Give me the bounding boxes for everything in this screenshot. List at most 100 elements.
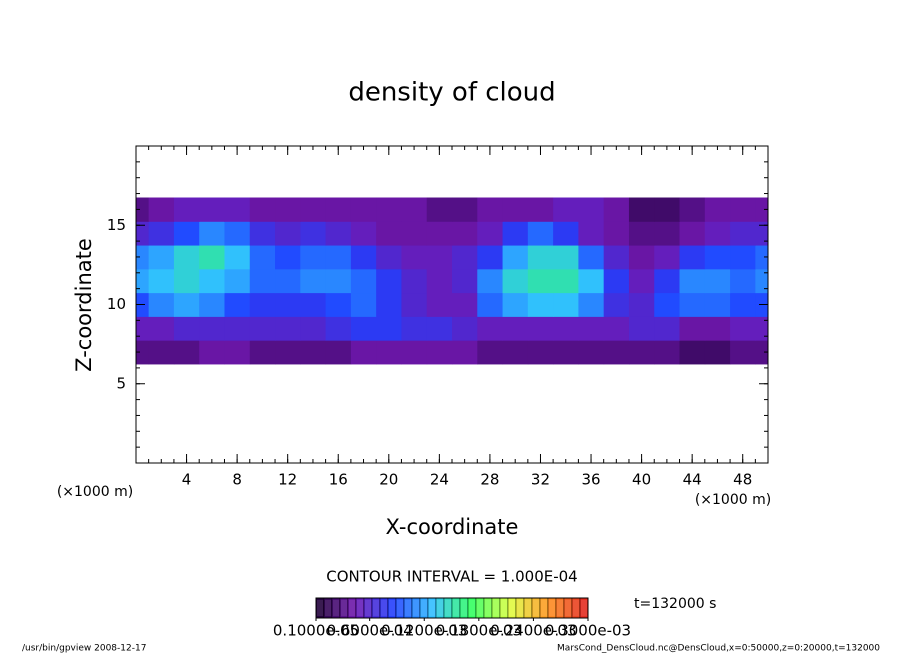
cell [350, 197, 377, 222]
cell [249, 316, 276, 341]
y-axis-label: Z-coordinate [72, 238, 96, 372]
cell [325, 292, 352, 317]
cell [148, 292, 175, 317]
y-tick-label: 15 [107, 216, 126, 234]
cell [730, 316, 756, 341]
cell [426, 197, 453, 222]
cell [300, 221, 327, 246]
cell [704, 221, 731, 246]
cell [452, 292, 478, 317]
cell [628, 221, 655, 246]
cell [553, 292, 579, 317]
cell [401, 268, 428, 294]
cell [578, 316, 605, 341]
cell [578, 268, 605, 294]
cell [300, 292, 327, 317]
cell [350, 340, 377, 365]
cell [249, 197, 276, 222]
cell [628, 268, 655, 294]
cell [553, 245, 579, 270]
cell [502, 245, 529, 270]
cell [224, 268, 251, 294]
cell [755, 197, 768, 222]
cell [350, 292, 377, 317]
field [136, 197, 768, 365]
cell [300, 340, 327, 365]
cell [452, 316, 478, 341]
footer-right: MarsCond_DensCloud.nc@DensCloud,x=0:5000… [557, 644, 880, 654]
colorbar-tick-label: 0.1200e-03 [381, 622, 467, 640]
cell [452, 268, 478, 294]
cell [136, 197, 150, 222]
cell [275, 245, 301, 270]
colorbar-tick-label: 0.3000e-03 [545, 622, 631, 640]
cell [148, 221, 175, 246]
cell [173, 292, 200, 317]
cell [603, 316, 630, 341]
chart-title: density of cloud [348, 78, 555, 108]
cell [654, 268, 681, 294]
cell [603, 221, 630, 246]
cell [199, 221, 225, 246]
cell [199, 197, 225, 222]
cell [704, 292, 731, 317]
cell [452, 245, 478, 270]
x-tick-label: 12 [278, 471, 297, 489]
x-unit-label: (×1000 m) [695, 492, 771, 508]
cell [730, 292, 756, 317]
cell [426, 316, 453, 341]
cell [553, 221, 579, 246]
cell [275, 197, 301, 222]
cell [401, 340, 428, 365]
cell [325, 316, 352, 341]
cell [477, 245, 504, 270]
cell [148, 316, 175, 341]
cell [350, 268, 377, 294]
cell [755, 268, 768, 294]
cell [603, 197, 630, 222]
cell [426, 340, 453, 365]
cell [401, 197, 428, 222]
cell [628, 340, 655, 365]
cell [679, 245, 706, 270]
cell [224, 221, 251, 246]
cell [249, 340, 276, 365]
y-tick-label: 5 [116, 374, 126, 392]
cell [502, 340, 529, 365]
cell [376, 245, 402, 270]
cell [730, 221, 756, 246]
x-axis-label: X-coordinate [386, 515, 519, 539]
cell [325, 340, 352, 365]
cell [148, 197, 175, 222]
cell [376, 292, 402, 317]
cell [300, 197, 327, 222]
cell [553, 340, 579, 365]
x-tick-label: 36 [581, 471, 600, 489]
x-tick-label: 40 [632, 471, 651, 489]
cell [376, 221, 402, 246]
cell [452, 197, 478, 222]
cell [502, 316, 529, 341]
cell [426, 221, 453, 246]
cell [704, 316, 731, 341]
cell [136, 221, 150, 246]
cell [148, 340, 175, 365]
cell [426, 292, 453, 317]
cell [173, 221, 200, 246]
x-tick-label: 44 [683, 471, 702, 489]
x-tick-label: 4 [182, 471, 192, 489]
cell [730, 245, 756, 270]
cell [527, 340, 554, 365]
cell [603, 245, 630, 270]
colorbar-frame [315, 597, 589, 619]
cell [679, 268, 706, 294]
cell [730, 197, 756, 222]
cell [136, 245, 150, 270]
cell [628, 197, 655, 222]
cell [350, 245, 377, 270]
cell [199, 245, 225, 270]
x-tick-label: 32 [531, 471, 550, 489]
cell [136, 268, 150, 294]
